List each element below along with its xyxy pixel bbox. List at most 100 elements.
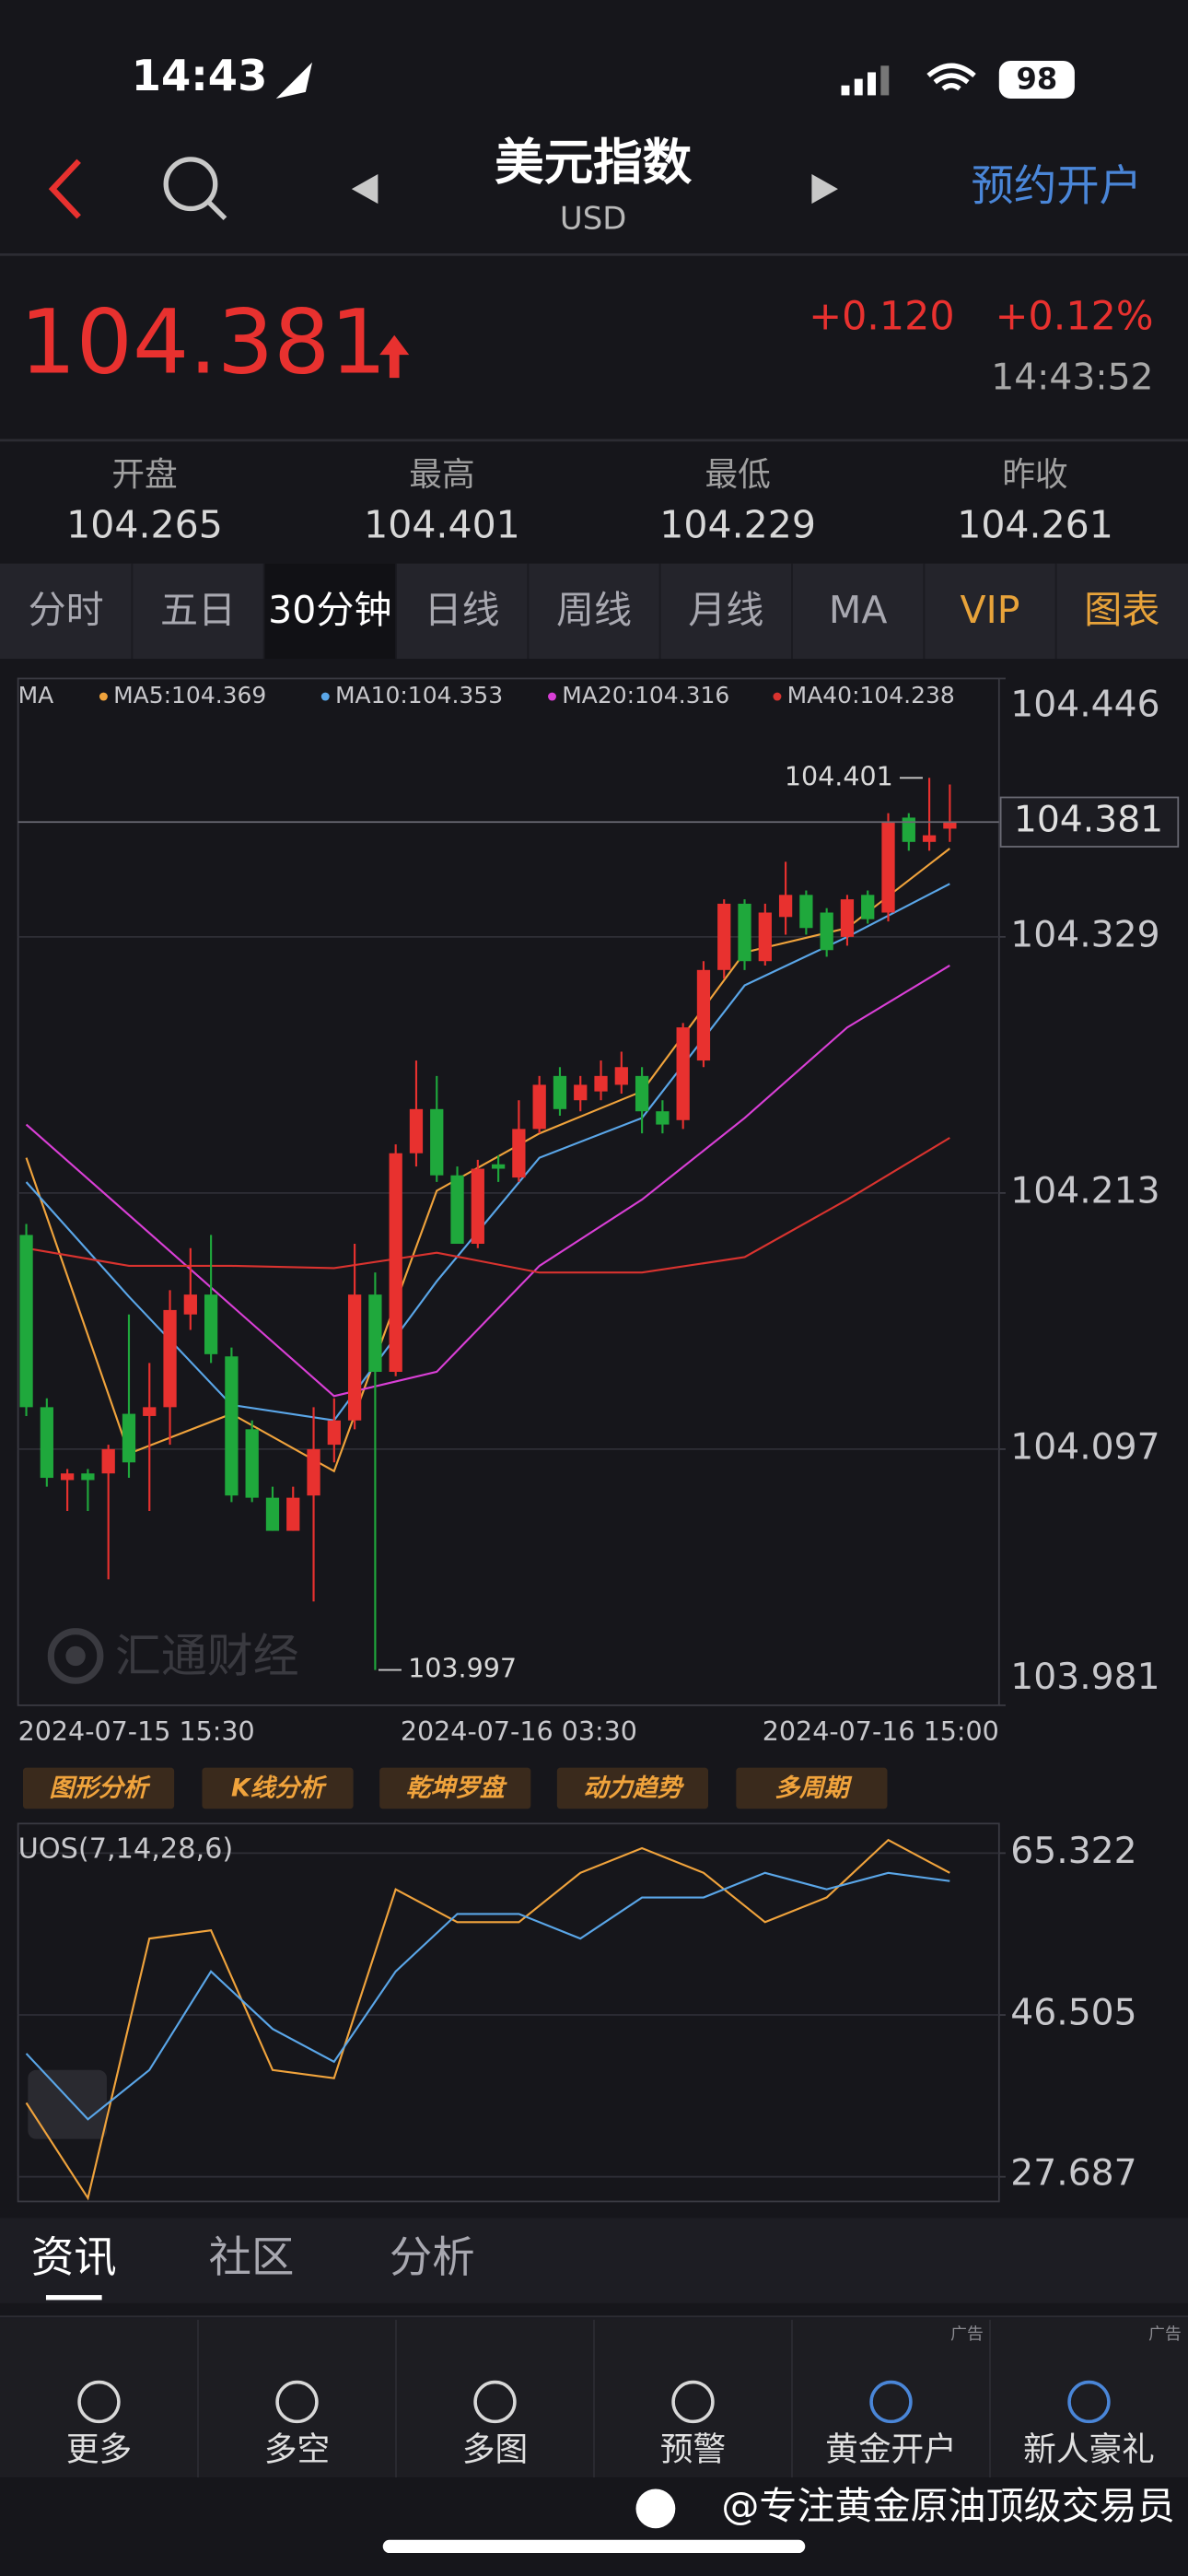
period-tab[interactable]: 30分钟 — [268, 588, 391, 632]
nav-label[interactable]: 黄金开户 — [825, 2430, 957, 2468]
stat-label: 最低 — [705, 456, 770, 494]
period-tab[interactable]: 图表 — [1084, 588, 1159, 632]
candle-body — [101, 1448, 115, 1474]
period-tab[interactable]: 分时 — [29, 588, 104, 632]
period-tab[interactable]: MA — [829, 588, 887, 632]
news-tab[interactable]: 分析 — [390, 2232, 475, 2282]
legend-entry: MA10:104.353 — [335, 682, 503, 708]
chart-watermark-logo — [47, 1628, 104, 1684]
indicator-line — [25, 965, 950, 1398]
nav-label[interactable]: 多图 — [462, 2430, 528, 2468]
news-tab-bar — [0, 2218, 1188, 2303]
candle-body — [368, 1294, 382, 1373]
stat-value: 104.265 — [66, 502, 223, 546]
y-tick-label: 104.213 — [1010, 1170, 1159, 1212]
news-tab-underline — [45, 2295, 102, 2301]
search-button[interactable] — [163, 157, 227, 221]
page-subtitle: USD — [560, 200, 626, 236]
analysis-button-bg — [22, 1767, 175, 1809]
y-tick-label: 104.446 — [1010, 684, 1159, 725]
battery-icon — [998, 60, 1075, 99]
analysis-button[interactable]: 动力趋势 — [583, 1774, 684, 1802]
nav-label[interactable]: 新人豪礼 — [1023, 2430, 1155, 2468]
candle-body — [163, 1309, 177, 1408]
candle-body — [594, 1075, 608, 1092]
nav-label[interactable]: 更多 — [66, 2430, 132, 2468]
candle-body — [19, 1235, 33, 1408]
candle-body — [840, 899, 855, 937]
nav-icon — [869, 2380, 913, 2424]
chart-watermark: 汇通财经 — [115, 1630, 299, 1683]
candle-body — [204, 1294, 218, 1354]
indicator-line — [25, 848, 950, 1473]
stat-value: 104.261 — [957, 502, 1113, 546]
candle-body — [861, 895, 875, 919]
fullscreen-button[interactable] — [28, 2069, 107, 2139]
analysis-button[interactable]: 多周期 — [775, 1774, 853, 1802]
candle-body — [943, 822, 957, 829]
candle-body — [758, 912, 772, 962]
nav-icon — [275, 2380, 319, 2424]
candle-body — [286, 1497, 300, 1531]
indicator-line — [25, 1838, 950, 2201]
candle-body — [409, 1108, 424, 1153]
indicator-line — [26, 1137, 950, 1274]
legend-dot — [320, 692, 330, 701]
nav-icon — [671, 2380, 715, 2424]
low-label: 103.997 — [408, 1654, 517, 1684]
analysis-button[interactable]: 图形分析 — [50, 1774, 151, 1802]
indicator-line — [25, 883, 950, 1422]
candle-body — [512, 1129, 526, 1178]
status-time: 14:43 — [132, 51, 268, 100]
ad-tag: 广告 — [1148, 2324, 1182, 2344]
candle-body — [717, 903, 731, 970]
nav-label[interactable]: 多空 — [264, 2430, 330, 2468]
analysis-button-bg — [202, 1767, 354, 1809]
period-tab[interactable]: 五日 — [160, 588, 236, 632]
candle-body — [450, 1175, 464, 1245]
price-change: +0.120 — [809, 293, 954, 339]
news-tab[interactable]: 社区 — [209, 2232, 295, 2282]
y-tick-label: 104.329 — [1010, 914, 1159, 955]
y-tick-label: 46.505 — [1010, 1993, 1136, 2034]
analysis-button[interactable]: 乾坤罗盘 — [406, 1774, 507, 1802]
period-tab-bar — [0, 563, 1188, 660]
period-tab[interactable]: 周线 — [556, 588, 632, 632]
analysis-button-bg — [379, 1767, 531, 1809]
stat-label: 最高 — [409, 456, 474, 494]
open-account-button[interactable]: 预约开户 — [972, 161, 1142, 211]
current-price-box — [999, 796, 1180, 848]
watermark-icon — [635, 2488, 676, 2529]
news-tab[interactable]: 资讯 — [31, 2232, 117, 2282]
candle-body — [614, 1067, 628, 1085]
y-tick-label: 27.687 — [1010, 2152, 1136, 2194]
back-button[interactable] — [48, 158, 81, 219]
stat-label: 开盘 — [111, 456, 177, 494]
y-tick-label: 103.981 — [1010, 1657, 1159, 1698]
candle-body — [696, 969, 711, 1061]
main-chart-frame — [17, 677, 1000, 1706]
prev-button[interactable] — [351, 174, 379, 205]
watermark: @专注黄金原油顶级交易员 — [721, 2484, 1174, 2528]
x-tick-label: 2024-07-16 15:00 — [763, 1716, 999, 1747]
indicator-title: UOS(7,14,28,6) — [18, 1832, 234, 1865]
analysis-button[interactable]: K线分析 — [231, 1774, 327, 1802]
last-price: 104.381 — [19, 290, 386, 393]
candle-body — [245, 1429, 259, 1498]
nav-label[interactable]: 预警 — [660, 2430, 726, 2468]
candle-body — [881, 822, 895, 913]
candle-body — [389, 1153, 402, 1373]
up-arrow — [379, 334, 410, 379]
home-indicator — [382, 2539, 806, 2554]
period-tab[interactable]: 月线 — [688, 588, 763, 632]
candle-body — [122, 1413, 136, 1463]
candle-body — [656, 1111, 670, 1125]
next-button[interactable] — [811, 174, 838, 205]
candle-body — [143, 1407, 157, 1416]
ad-tag: 广告 — [950, 2324, 984, 2344]
indicator-line — [25, 1871, 950, 2121]
period-tab[interactable]: 日线 — [425, 588, 500, 632]
period-tab[interactable]: VIP — [961, 588, 1020, 632]
